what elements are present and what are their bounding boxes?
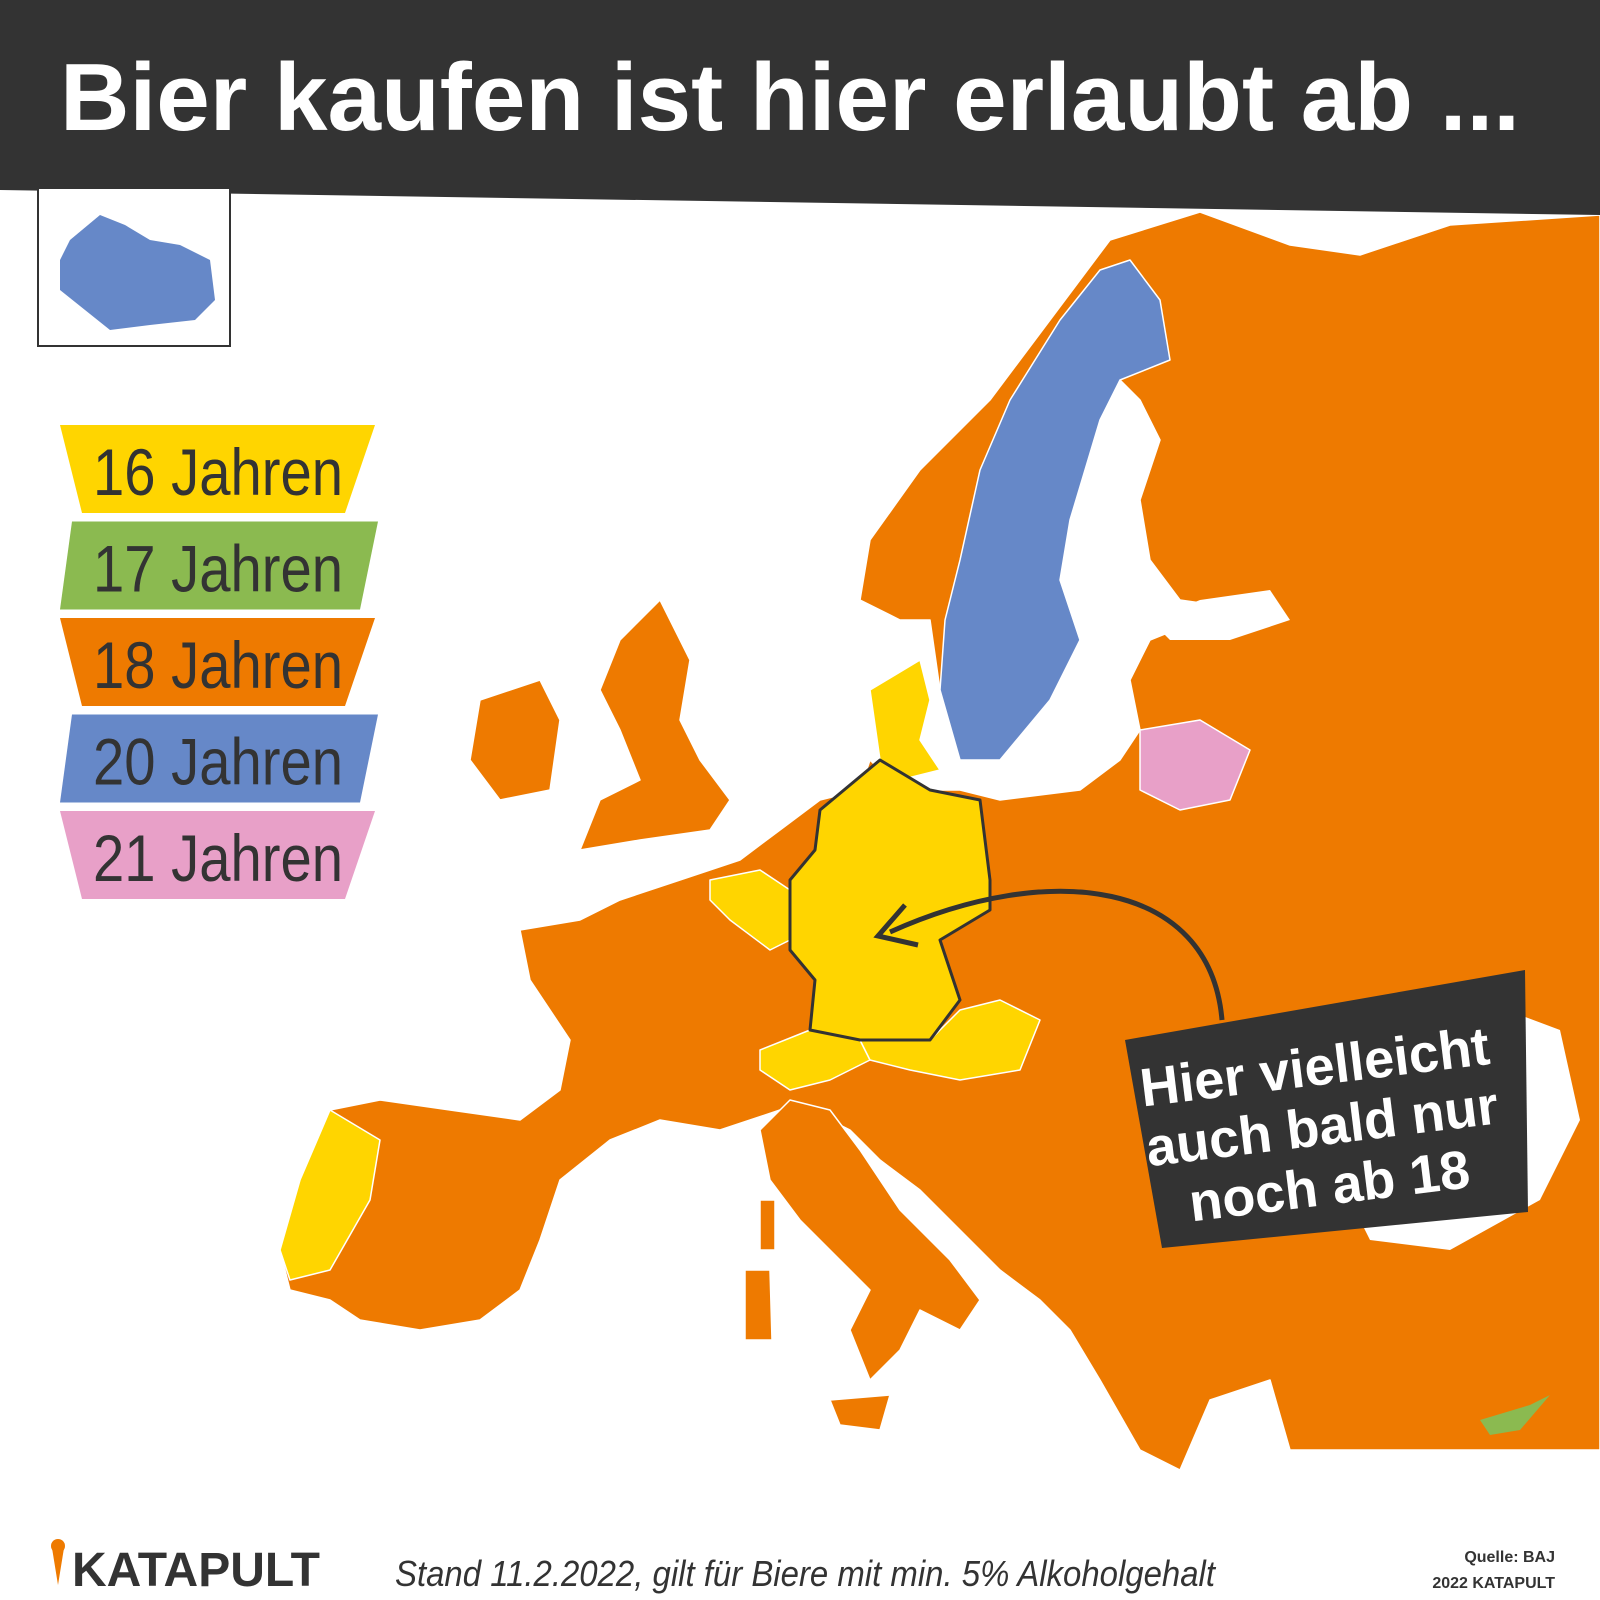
legend-swatch [60, 521, 378, 610]
legend-label: 17 Jahren [93, 532, 343, 606]
gulf-of-finland [1150, 590, 1290, 640]
legend-swatch [60, 714, 378, 803]
legend-label: 16 Jahren [93, 435, 343, 509]
legend-label: 18 Jahren [93, 628, 343, 702]
map [279, 211, 1600, 1471]
corsica [759, 1199, 776, 1251]
legend-label: 20 Jahren [93, 725, 343, 799]
logo-icon [51, 1539, 65, 1553]
ireland [469, 679, 561, 801]
legend-swatch [60, 618, 375, 706]
lithuania [1139, 719, 1251, 811]
logo-icon [52, 1548, 64, 1585]
belgium-luxembourg [709, 869, 791, 951]
logo: KATAPULT [72, 1544, 320, 1597]
legend-swatch [60, 425, 375, 513]
title: Bier kaufen ist hier erlaubt ab ... [60, 44, 1520, 151]
great-britain [579, 599, 731, 851]
portugal [279, 1109, 381, 1281]
sardinia [744, 1269, 773, 1341]
copyright: 2022 KATAPULT [1432, 1575, 1555, 1592]
legend-label: 21 Jahren [93, 821, 343, 895]
sweden [939, 259, 1171, 761]
source: Quelle: BAJ [1464, 1549, 1555, 1566]
legend: 16 Jahren 17 Jahren 18 Jahren 20 Jahren 21 J… [60, 425, 378, 899]
footer-note: Stand 11.2.2022, gilt für Biere mit min.… [395, 1553, 1217, 1594]
legend-swatch [60, 811, 375, 899]
title-bar [0, 0, 1600, 215]
austria [859, 999, 1041, 1081]
sicily [829, 1394, 891, 1431]
italy [759, 1099, 981, 1381]
iceland [60, 215, 215, 330]
arrow-head [873, 903, 919, 948]
arrow [888, 888, 1225, 1021]
germany [788, 758, 992, 1042]
annotation-box [1125, 970, 1528, 1248]
cyprus [1480, 1395, 1550, 1435]
